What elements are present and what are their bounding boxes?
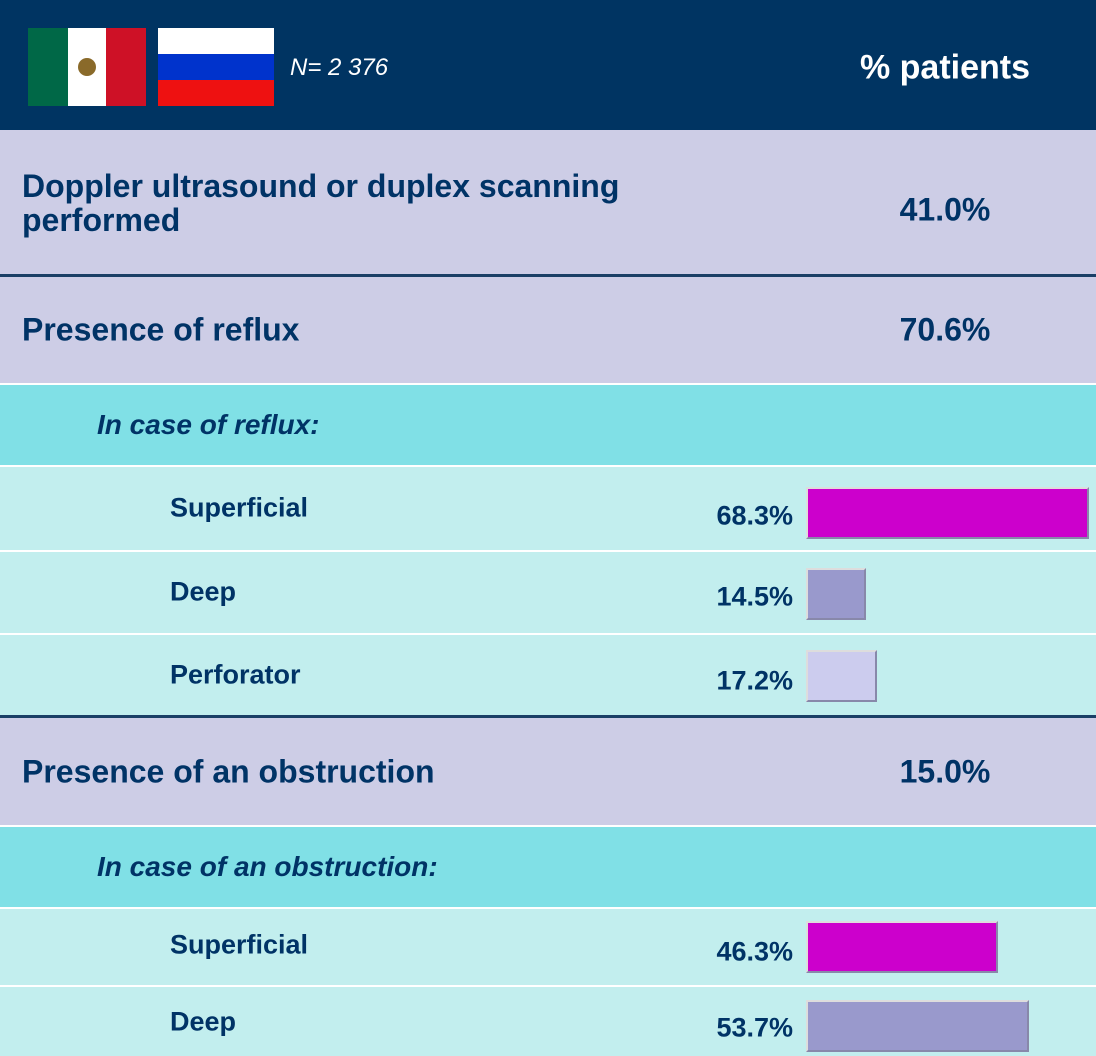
subheader-row — [0, 385, 1096, 465]
bar — [806, 487, 1090, 539]
row — [0, 130, 1096, 275]
item-value: 53.7% — [716, 1012, 793, 1043]
subheader: In case of an obstruction: — [97, 851, 438, 882]
row-value: 41.0% — [899, 191, 991, 228]
bar — [806, 1000, 1029, 1052]
flags — [28, 28, 274, 106]
item-label: Superficial — [170, 929, 309, 960]
row-label: Doppler ultrasound or duplex scanning pe… — [22, 168, 620, 238]
separator — [0, 274, 1096, 277]
subheader-row — [0, 827, 1096, 907]
item-label: Perforator — [170, 659, 301, 690]
item-value: 46.3% — [716, 936, 793, 967]
item-label: Deep — [170, 1006, 237, 1037]
item-value: 68.3% — [716, 500, 793, 531]
bar — [806, 568, 867, 620]
item-value: 17.2% — [716, 665, 793, 696]
column-header: % patients — [859, 48, 1031, 87]
bar — [806, 921, 999, 973]
row-value: 15.0% — [899, 753, 991, 790]
row — [0, 277, 1096, 383]
separator — [0, 715, 1096, 718]
row — [0, 635, 1096, 715]
row — [0, 552, 1096, 633]
item-label: Deep — [170, 576, 237, 607]
row — [0, 718, 1096, 825]
item-value: 14.5% — [716, 581, 793, 612]
sample-size: N= 2 376 — [290, 54, 389, 81]
bar — [806, 650, 878, 702]
row-value: 70.6% — [899, 311, 991, 348]
row-label: Presence of reflux — [22, 311, 300, 348]
subheader: In case of reflux: — [97, 409, 320, 440]
row-label: Presence of an obstruction — [22, 753, 435, 790]
item-label: Superficial — [170, 492, 309, 523]
